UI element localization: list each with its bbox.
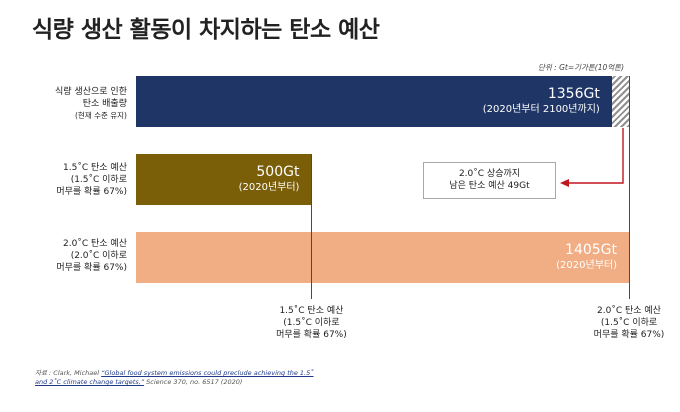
callout-arrow-head xyxy=(560,179,569,187)
unit-note: 단위 : Gt=기가톤(10억톤) xyxy=(537,63,624,72)
marker-line: 머무를 확률 67%) xyxy=(593,330,665,340)
remaining-budget-callout: 2.0˚C 상승까지 남은 탄소 예산 49Gt xyxy=(423,162,556,199)
data-label: 500Gt xyxy=(256,164,300,180)
source-link-cont[interactable]: and 2˚C climate change targets,” xyxy=(35,378,145,386)
row-label-food: 식량 생산으로 인한 탄소 배출량 (현재 수준 유지) xyxy=(55,86,127,122)
callout-line: 남은 탄소 예산 49Gt xyxy=(449,181,530,191)
callout-arrow-line xyxy=(568,128,624,184)
marker-line: 1.5˚C 탄소 예산 xyxy=(279,306,344,316)
data-sublabel: (2020년부터 2100년까지) xyxy=(482,104,600,115)
marker-line: (1.5˚C 이하로 xyxy=(600,318,658,328)
source-link[interactable]: “Global food system emissions could prec… xyxy=(101,369,314,377)
row-label-line: 2.0˚C 탄소 예산 xyxy=(63,239,127,249)
bar-remaining-hatch xyxy=(611,76,629,127)
page-title: 식량 생산 활동이 차지하는 탄소 예산 xyxy=(32,17,380,43)
row-label-line: (1.5˚C 이하로 xyxy=(70,175,127,185)
marker-label-1p5: 1.5˚C 탄소 예산 (1.5˚C 이하로 머무를 확률 67%) xyxy=(266,305,356,341)
bar-2p0-budget xyxy=(136,232,629,283)
marker-line: (1.5˚C 이하로 xyxy=(283,318,340,328)
bar-label-1p5: 500Gt (2020년부터) xyxy=(239,163,300,195)
data-label: 1356Gt xyxy=(547,86,600,102)
bar-label-food: 1356Gt (2020년부터 2100년까지) xyxy=(483,85,600,117)
row-label-line: (현재 수준 유지) xyxy=(74,111,127,120)
data-sublabel: (2020년부터) xyxy=(556,260,617,271)
row-label-1p5: 1.5˚C 탄소 예산 (1.5˚C 이하로 머무를 확률 67%) xyxy=(56,162,127,198)
row-label-line: 식량 생산으로 인한 xyxy=(55,87,127,97)
source-suffix: Science 370, no. 6517 (2020) xyxy=(146,378,243,386)
reference-line-2p0 xyxy=(629,76,630,299)
row-label-line: 머무를 확률 67%) xyxy=(56,263,127,273)
data-sublabel: (2020년부터) xyxy=(238,182,300,193)
data-label: 1405Gt xyxy=(565,242,617,258)
row-label-line: 머무를 확률 67%) xyxy=(56,187,127,197)
marker-line: 2.0˚C 탄소 예산 xyxy=(597,306,661,316)
marker-line: 머무를 확률 67%) xyxy=(276,330,347,340)
bar-1p5-budget xyxy=(136,154,312,205)
callout-line: 2.0˚C 상승까지 xyxy=(458,169,521,179)
source-line-1: 자료 : Clark, Michael “Global food system … xyxy=(35,367,314,377)
row-label-line: 1.5˚C 탄소 예산 xyxy=(63,163,127,173)
source-line-2: and 2˚C climate change targets,” Science… xyxy=(35,378,242,386)
bar-label-2p0: 1405Gt (2020년부터) xyxy=(556,241,617,273)
row-label-2p0: 2.0˚C 탄소 예산 (2.0˚C 이하로 머무를 확률 67%) xyxy=(56,238,127,274)
row-label-line: (2.0˚C 이하로 xyxy=(70,251,127,261)
row-label-line: 탄소 배출량 xyxy=(82,99,127,109)
bar-food-emissions xyxy=(136,76,612,127)
source-prefix: 자료 : Clark, Michael xyxy=(35,369,100,377)
marker-label-2p0: 2.0˚C 탄소 예산 (1.5˚C 이하로 머무를 확률 67%) xyxy=(584,305,674,341)
reference-line-1p5 xyxy=(311,154,312,299)
